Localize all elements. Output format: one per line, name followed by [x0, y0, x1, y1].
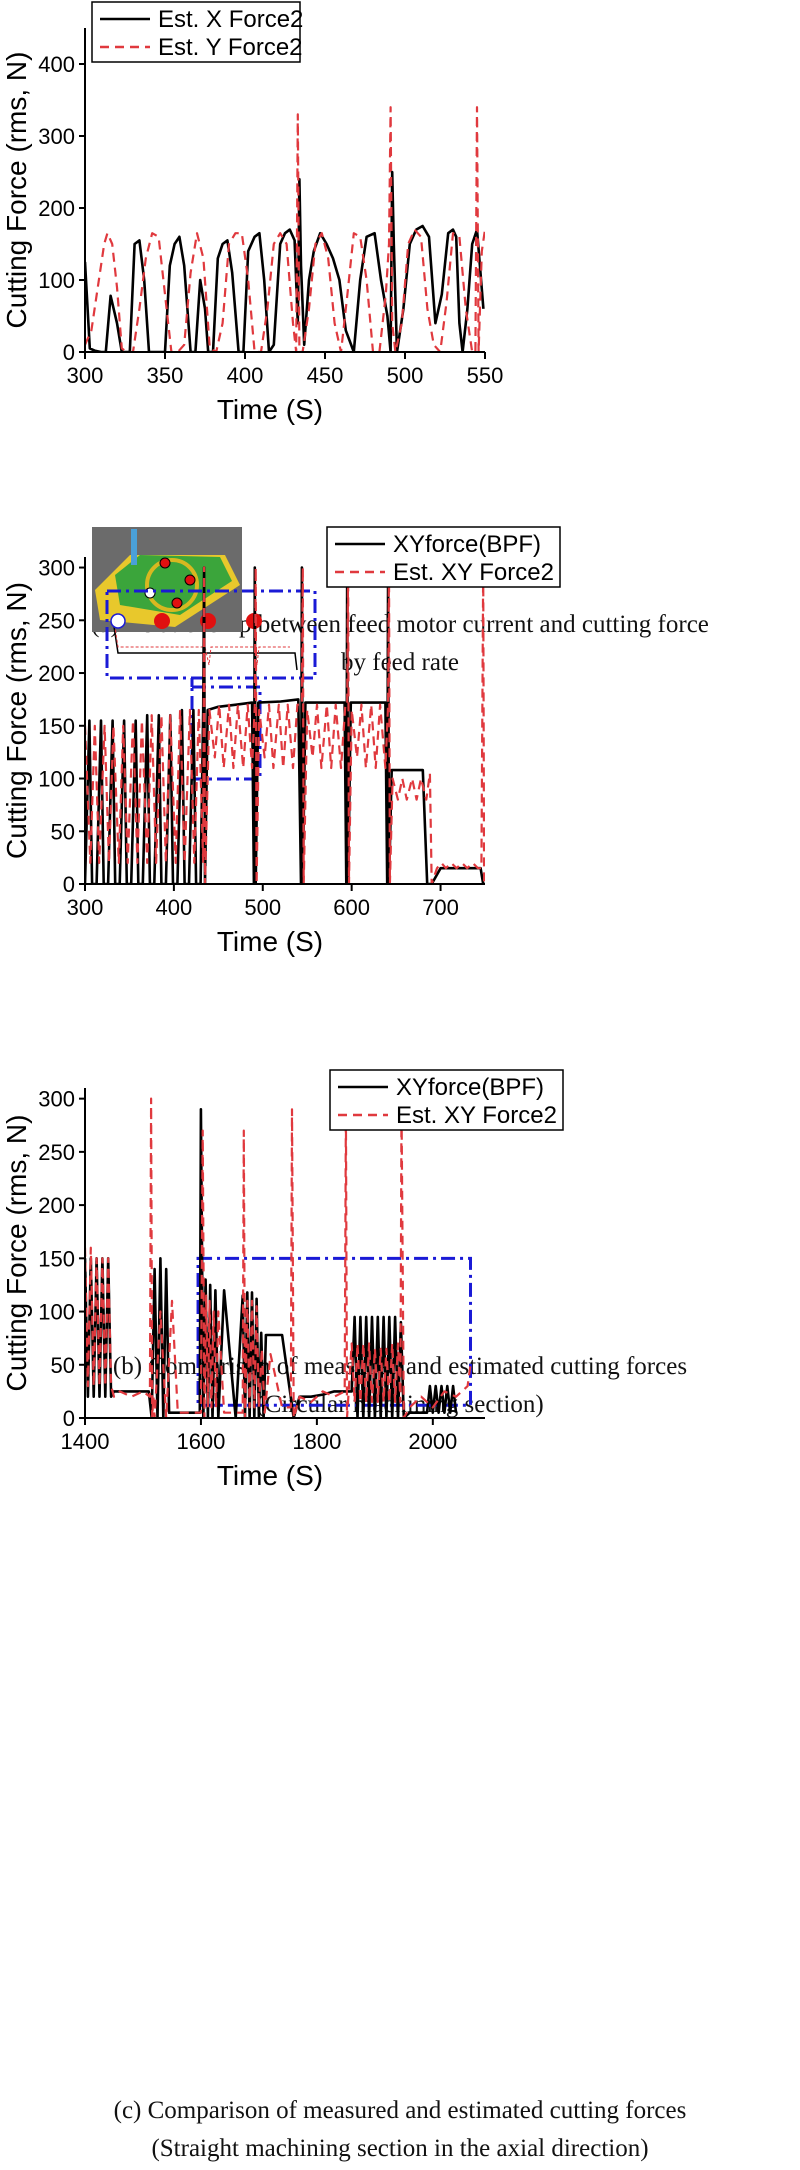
y-tick-label: 100 — [38, 1300, 75, 1325]
legend-label: XYforce(BPF) — [396, 1074, 544, 1101]
series-line-xyforce-bpf- — [85, 1107, 458, 1418]
caption-c-line1: (c) Comparison of measured and estimated… — [113, 2097, 687, 2124]
x-tick-label: 550 — [467, 363, 504, 388]
series-group — [85, 1097, 472, 1418]
series-line-est-x-force2 — [85, 170, 485, 352]
x-tick-label: 300 — [67, 363, 104, 388]
zoom-box — [196, 1256, 473, 1407]
caption-a-line2: by feed rate — [341, 649, 459, 676]
inset-tool-icon — [110, 613, 126, 629]
y-tick-label: 50 — [51, 819, 75, 844]
chart-a: 0 100 200 300 400 300 350 400 450 500 550 Time (S) C… — [1, 1, 504, 425]
zoom-box-upper — [105, 589, 317, 680]
chart-c-plot: 0 50 100 150 200 250 300 1400 1600 1800 2000 Time (… — [1, 1069, 564, 1491]
x-axis-label: Time (S) — [217, 1460, 323, 1491]
x-tick-label: 2000 — [408, 1429, 457, 1454]
inset-circle-path — [145, 558, 199, 612]
caption-c-line2: (Straight machining section in the axial… — [151, 2135, 649, 2162]
y-tick-label: 200 — [38, 661, 75, 686]
inset-hole-marker — [159, 557, 171, 569]
x-tick-label: 350 — [147, 363, 184, 388]
x-tick-label: 400 — [156, 895, 193, 920]
y-tick-label: 100 — [38, 767, 75, 792]
y-tick-label: 0 — [63, 340, 75, 365]
series-line-est-y-force2 — [85, 106, 485, 352]
y-tick-label: 300 — [38, 556, 75, 581]
y-tick-label: 150 — [38, 1246, 75, 1271]
x-tick-label: 600 — [333, 895, 370, 920]
x-tick-label: 450 — [307, 363, 344, 388]
legend-label: Est. XY Force2 — [393, 559, 554, 586]
legend-label: Est. XY Force2 — [396, 1102, 557, 1129]
y-axis-label: Cutting Force (rms, N) — [1, 52, 32, 329]
y-tick-label: 250 — [38, 1140, 75, 1165]
x-tick-label: 500 — [387, 363, 424, 388]
legend-box — [326, 526, 561, 588]
legend-box — [329, 1069, 564, 1131]
y-tick-label: 300 — [38, 124, 75, 149]
inset-hole-icon — [154, 613, 170, 629]
x-tick-label: 1800 — [292, 1429, 341, 1454]
x-tick-label: 1400 — [61, 1429, 110, 1454]
x-tick-label: 300 — [67, 895, 104, 920]
caption-c: (c) Comparison of measured and estimated… — [0, 2092, 800, 2168]
series-line-est-xy-force2 — [85, 566, 485, 884]
x-axis-label: Time (S) — [217, 394, 323, 425]
y-axis-label: Cutting Force (rms, N) — [1, 1115, 32, 1392]
y-tick-label: 100 — [38, 268, 75, 293]
chart-c: 0 50 100 150 200 250 300 1400 1600 1800 2000 Time (… — [1, 1069, 564, 1491]
y-tick-label: 150 — [38, 714, 75, 739]
inset-hole-icon — [200, 613, 216, 629]
inset-tool — [131, 529, 137, 565]
y-tick-label: 200 — [38, 1193, 75, 1218]
legend: XYforce(BPF)Est. XY Force2 — [326, 526, 561, 588]
chart-b-plot: 0 50 100 150 200 250 300 300 400 500 600 700 Time (S… — [1, 526, 561, 957]
legend-label: XYforce(BPF) — [393, 531, 541, 558]
y-tick-label: 200 — [38, 196, 75, 221]
x-axis-label: Time (S) — [217, 926, 323, 957]
x-tick-label: 1600 — [176, 1429, 225, 1454]
legend-label: Est. Y Force2 — [158, 34, 303, 61]
y-tick-label: 250 — [38, 608, 75, 633]
series-line-est-xy-force2 — [85, 1097, 472, 1418]
x-tick-label: 700 — [422, 895, 459, 920]
inset-hole-marker — [171, 597, 183, 609]
legend-box — [91, 1, 301, 63]
inset-hole-marker — [184, 574, 196, 586]
y-axis-label: Cutting Force (rms, N) — [1, 582, 32, 859]
y-tick-label: 300 — [38, 1087, 75, 1112]
y-tick-label: 400 — [38, 52, 75, 77]
legend: XYforce(BPF)Est. XY Force2 — [329, 1069, 564, 1131]
series-group — [85, 566, 485, 884]
legend-label: Est. X Force2 — [158, 6, 303, 33]
chart-b: 0 50 100 150 200 250 300 300 400 500 600 700 Time (S… — [1, 526, 561, 957]
series-group — [85, 106, 485, 352]
y-tick-label: 0 — [63, 1406, 75, 1431]
y-tick-label: 50 — [51, 1353, 75, 1378]
y-tick-label: 0 — [63, 872, 75, 897]
chart-a-plot: 0 100 200 300 400 300 350 400 450 500 550 Time (S) C… — [1, 1, 504, 425]
x-tick-label: 500 — [244, 895, 281, 920]
x-tick-label: 400 — [227, 363, 264, 388]
inset-trace-estimated — [112, 614, 290, 666]
